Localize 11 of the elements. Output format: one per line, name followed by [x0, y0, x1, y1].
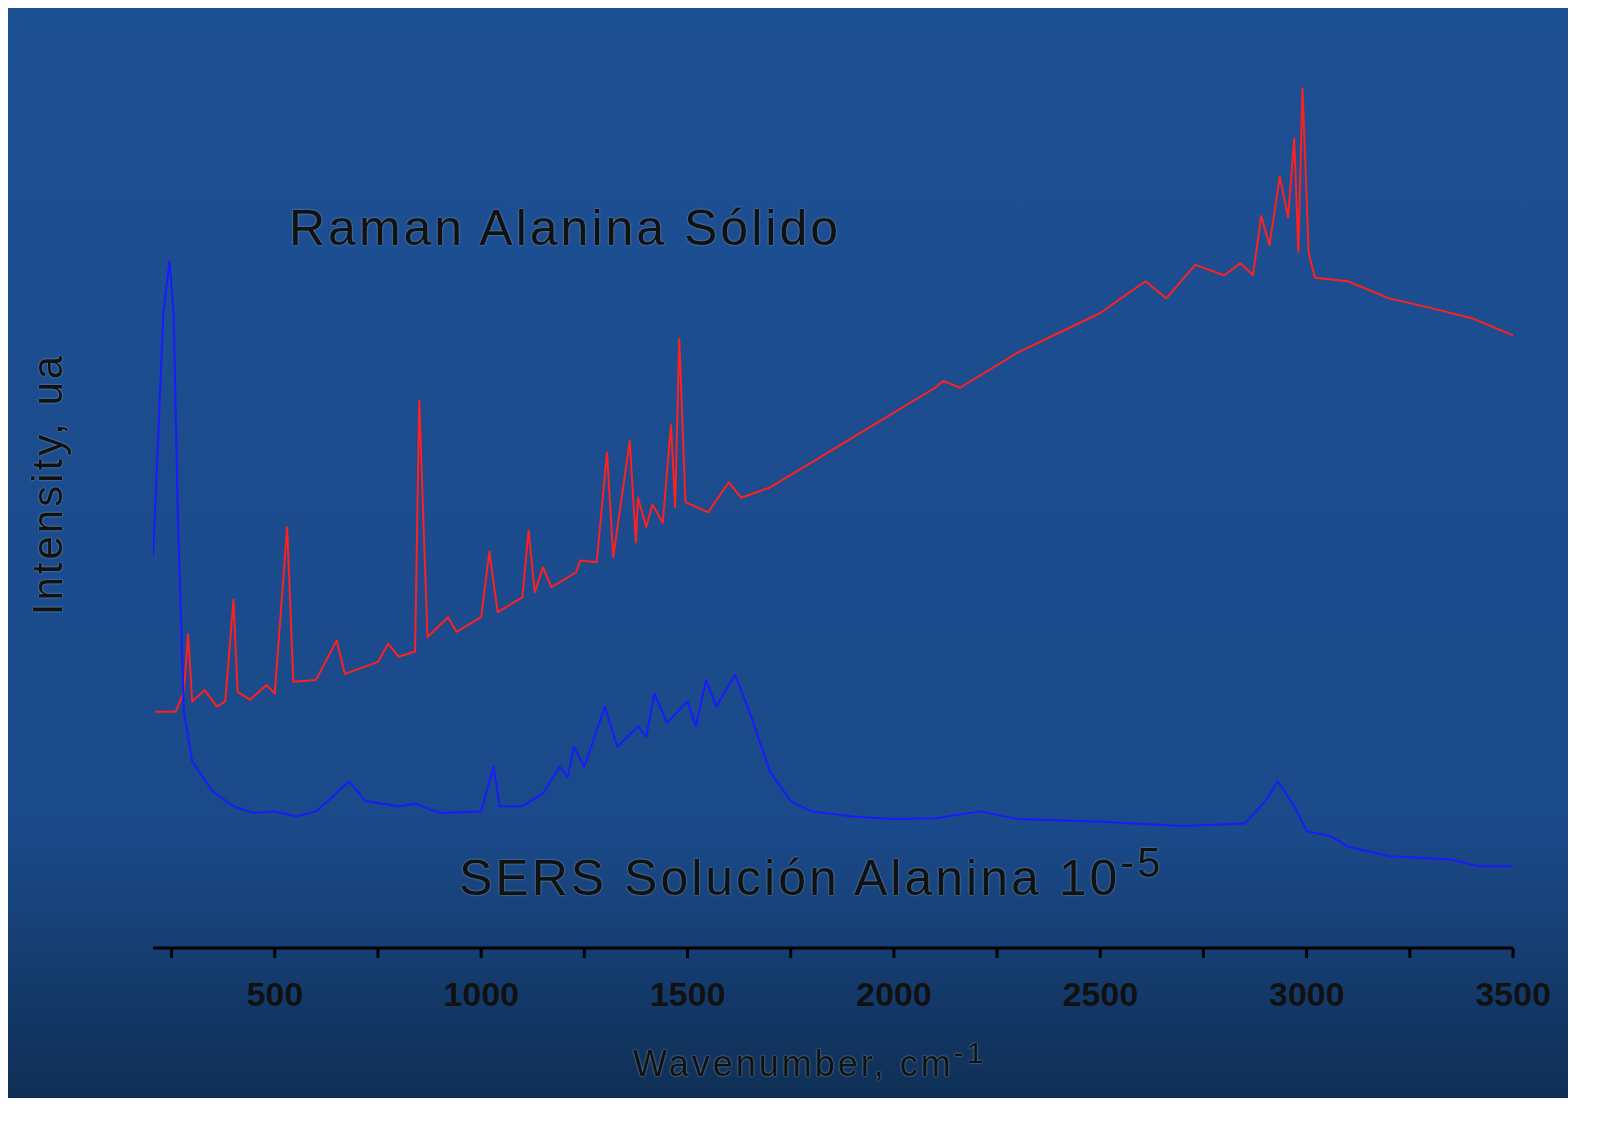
x-tick-label: 2500: [1062, 975, 1139, 1014]
x-tick-label: 3500: [1475, 975, 1551, 1014]
annotation: SERS Solución Alanina 10$^{-5}$: [459, 839, 1164, 907]
annotation: Raman Alanina Sólido: [289, 198, 841, 257]
x-axis-title: Wavenumber, cm$^{-1}$: [633, 1036, 987, 1085]
x-tick-label: 500: [246, 975, 304, 1014]
x-tick-label: 1500: [649, 975, 726, 1014]
y-axis-title: Intensity, ua: [24, 352, 72, 616]
x-tick-label: 2000: [856, 975, 932, 1014]
x-tick-label: 1000: [443, 975, 519, 1014]
x-tick-label: 3000: [1268, 975, 1345, 1014]
